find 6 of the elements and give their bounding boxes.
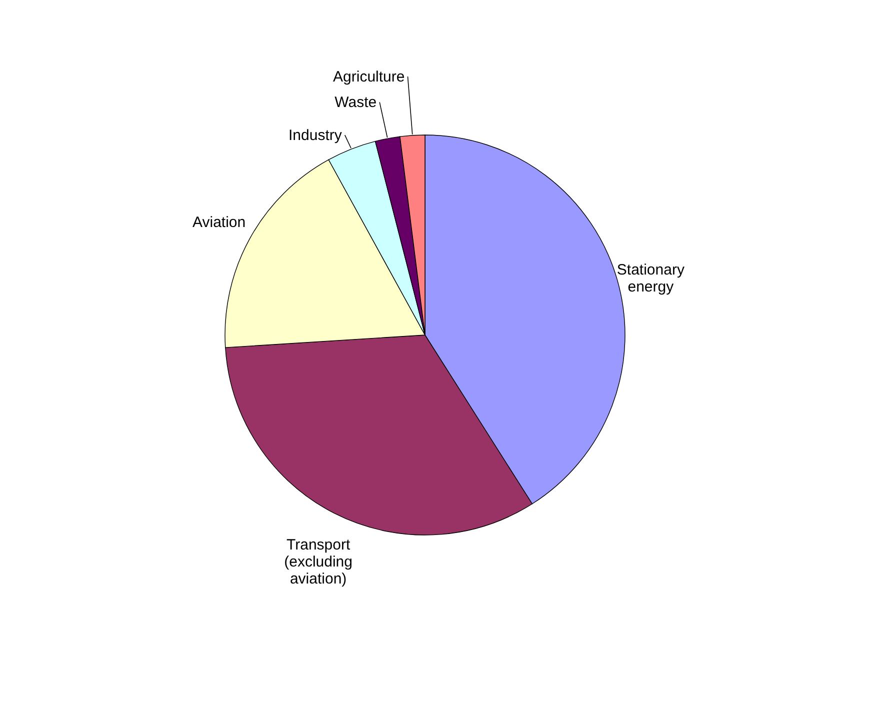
slice-label: Aviation — [192, 214, 246, 231]
slice-label: Stationary energy — [616, 261, 685, 296]
slice-label: Waste — [334, 94, 377, 112]
slice-label: Transport (excluding aviation) — [284, 536, 352, 588]
slice-label: Agriculture — [333, 68, 405, 86]
slice-label: Industry — [288, 127, 342, 144]
